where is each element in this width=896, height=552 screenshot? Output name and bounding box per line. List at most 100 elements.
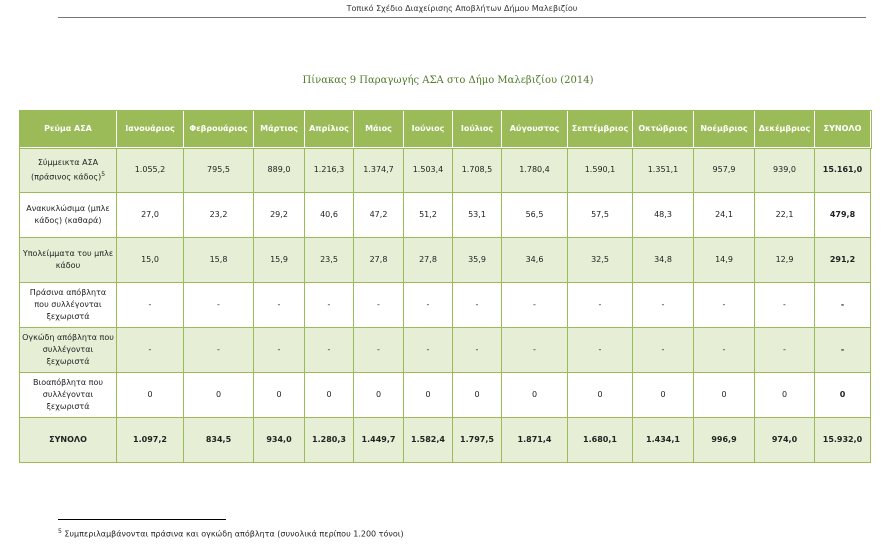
column-header: Μάιος xyxy=(353,110,404,148)
row-label-text: Ανακυκλώσιμα (μπλε κάδος) (καθαρά) xyxy=(26,204,110,225)
column-header: Νοέμβριος xyxy=(693,110,755,148)
total-cell: 1.797,5 xyxy=(452,417,502,463)
total-row-label: ΣΥΝΟΛΟ xyxy=(19,417,117,463)
table-cell: 795,5 xyxy=(183,147,254,193)
table-cell: - xyxy=(452,327,502,373)
table-cell: 34,8 xyxy=(632,237,694,283)
column-header: Ιούνιος xyxy=(403,110,453,148)
row-label: Υπολείμματα του μπλε κάδου xyxy=(19,237,117,283)
table-cell: 0 xyxy=(353,372,404,418)
row-total-cell: 0 xyxy=(814,372,871,418)
table-cell: 27,0 xyxy=(116,192,184,238)
row-label-text: Πράσινα απόβλητα που συλλέγονται ξεχωρισ… xyxy=(29,288,107,321)
table-cell: 40,6 xyxy=(304,192,354,238)
footnote-rule xyxy=(58,519,226,520)
table-cell: 0 xyxy=(116,372,184,418)
table-cell: 1.055,2 xyxy=(116,147,184,193)
table-cell: 1.216,3 xyxy=(304,147,354,193)
table-cell: 1.351,1 xyxy=(632,147,694,193)
table-cell: - xyxy=(183,282,254,328)
table-cell: 957,9 xyxy=(693,147,755,193)
table-row: Σύμμεικτα ΑΣΑ (πράσινος κάδος)5 1.055,2 79… xyxy=(19,147,871,193)
table-cell: - xyxy=(501,327,568,373)
column-header: Δεκέμβριος xyxy=(754,110,815,148)
row-label: Ανακυκλώσιμα (μπλε κάδος) (καθαρά) xyxy=(19,192,117,238)
table-row: Ογκώδη απόβλητα που συλλέγονται ξεχωριστ… xyxy=(19,327,871,373)
table-cell: 14,9 xyxy=(693,237,755,283)
table-cell: 1.503,4 xyxy=(403,147,453,193)
total-cell: 1.449,7 xyxy=(353,417,404,463)
table-cell: - xyxy=(403,327,453,373)
table-cell: - xyxy=(754,282,815,328)
column-header: Απρίλιος xyxy=(304,110,354,148)
row-label-text: Βιοαπόβλητα που συλλέγονται ξεχωριστά xyxy=(33,378,103,411)
table-cell: 51,2 xyxy=(403,192,453,238)
row-total-cell: 479,8 xyxy=(814,192,871,238)
total-cell: 974,0 xyxy=(754,417,815,463)
waste-table: Ρεύμα ΑΣΑ Ιανουάριος Φεβρουάριος Μάρτιος Απρ… xyxy=(18,109,872,463)
table-cell: 24,1 xyxy=(693,192,755,238)
total-cell: 1.871,4 xyxy=(501,417,568,463)
column-header: Ρεύμα ΑΣΑ xyxy=(19,110,117,148)
table-cell: 32,5 xyxy=(567,237,633,283)
column-header: Ιούλιος xyxy=(452,110,502,148)
table-cell: 1.374,7 xyxy=(353,147,404,193)
row-total-cell: - xyxy=(814,282,871,328)
table-cell: 0 xyxy=(452,372,502,418)
table-cell: 15,8 xyxy=(183,237,254,283)
table-cell: 0 xyxy=(403,372,453,418)
row-label-text: Υπολείμματα του μπλε κάδου xyxy=(22,249,114,270)
total-row: ΣΥΝΟΛΟ 1.097,2 834,5 934,0 1.280,3 1.449,7 1.5… xyxy=(19,417,871,463)
table-cell: - xyxy=(452,282,502,328)
row-label: Πράσινα απόβλητα που συλλέγονται ξεχωρισ… xyxy=(19,282,117,328)
row-label: Ογκώδη απόβλητα που συλλέγονται ξεχωριστ… xyxy=(19,327,117,373)
table-cell: 1.708,5 xyxy=(452,147,502,193)
table-cell: 939,0 xyxy=(754,147,815,193)
grand-total-cell: 15.932,0 xyxy=(814,417,871,463)
table-cell: 53,1 xyxy=(452,192,502,238)
column-header: Αύγουστος xyxy=(501,110,568,148)
table-cell: - xyxy=(353,327,404,373)
row-total-cell: - xyxy=(814,327,871,373)
total-cell: 1.097,2 xyxy=(116,417,184,463)
column-header: Φεβρουάριος xyxy=(183,110,254,148)
table-cell: 0 xyxy=(183,372,254,418)
table-cell: 29,2 xyxy=(253,192,305,238)
column-header: ΣΥΝΟΛΟ xyxy=(814,110,871,148)
footnote-ref: 5 xyxy=(101,170,106,178)
row-total-cell: 15.161,0 xyxy=(814,147,871,193)
table-cell: - xyxy=(253,327,305,373)
table-cell: 1.780,4 xyxy=(501,147,568,193)
total-cell: 934,0 xyxy=(253,417,305,463)
footnote-mark: 5 xyxy=(58,528,62,535)
table-cell: 27,8 xyxy=(403,237,453,283)
table-caption: Πίνακας 9 Παραγωγής ΑΣΑ στο Δήμο Μαλεβιζ… xyxy=(302,75,594,86)
table-cell: 1.590,1 xyxy=(567,147,633,193)
table-cell: 56,5 xyxy=(501,192,568,238)
table-row: Βιοαπόβλητα που συλλέγονται ξεχωριστά 0 0 0… xyxy=(19,372,871,418)
column-header: Οκτώβριος xyxy=(632,110,694,148)
table-header-row: Ρεύμα ΑΣΑ Ιανουάριος Φεβρουάριος Μάρτιος Απρ… xyxy=(18,109,872,149)
column-header: Ιανουάριος xyxy=(116,110,184,148)
row-label-text: Ογκώδη απόβλητα που συλλέγονται ξεχωριστ… xyxy=(22,333,114,366)
table-cell: 889,0 xyxy=(253,147,305,193)
table-cell: - xyxy=(693,282,755,328)
column-header: Μάρτιος xyxy=(253,110,305,148)
table-cell: 0 xyxy=(632,372,694,418)
table-cell: 15,0 xyxy=(116,237,184,283)
table-cell: 22,1 xyxy=(754,192,815,238)
table-cell: 57,5 xyxy=(567,192,633,238)
column-header: Σεπτέμβριος xyxy=(567,110,633,148)
table-cell: 15,9 xyxy=(253,237,305,283)
table-row: Υπολείμματα του μπλε κάδου 15,0 15,8 15,9 23… xyxy=(19,237,871,283)
total-cell: 834,5 xyxy=(183,417,254,463)
table-cell: - xyxy=(567,327,633,373)
table-cell: 0 xyxy=(693,372,755,418)
table-cell: 0 xyxy=(567,372,633,418)
table-cell: - xyxy=(754,327,815,373)
table-cell: 34,6 xyxy=(501,237,568,283)
table-cell: - xyxy=(632,282,694,328)
row-label-text: Σύμμεικτα ΑΣΑ (πράσινος κάδος) xyxy=(30,157,102,182)
table-cell: 0 xyxy=(304,372,354,418)
table-cell: 0 xyxy=(501,372,568,418)
